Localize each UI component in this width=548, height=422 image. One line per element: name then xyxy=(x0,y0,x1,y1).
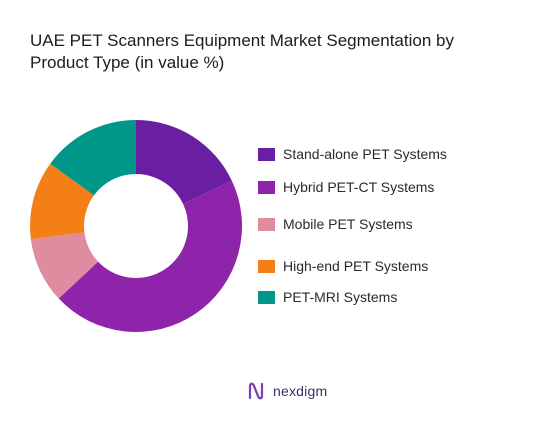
nexdigm-logo-icon xyxy=(248,382,264,400)
slice-pet-mri-systems xyxy=(50,120,136,196)
brand-name: nexdigm xyxy=(273,383,328,399)
legend-item: Hybrid PET-CT Systems xyxy=(258,177,528,197)
legend-swatch xyxy=(258,147,275,161)
legend-swatch xyxy=(258,180,275,194)
slice-stand-alone-pet-systems xyxy=(136,120,232,204)
legend-swatch xyxy=(258,217,275,231)
legend-label: Hybrid PET-CT Systems xyxy=(283,179,435,195)
legend-swatch xyxy=(258,259,275,273)
legend-item: High-end PET Systems xyxy=(258,256,528,276)
legend-label: PET-MRI Systems xyxy=(283,289,398,305)
legend-item: PET-MRI Systems xyxy=(258,287,528,307)
chart-title: UAE PET Scanners Equipment Market Segmen… xyxy=(30,31,454,72)
brand-footer: nexdigm xyxy=(248,380,327,402)
legend-label: High-end PET Systems xyxy=(283,258,429,274)
legend-item: Mobile PET Systems xyxy=(258,214,528,234)
legend-label: Stand-alone PET Systems xyxy=(283,146,447,162)
slice-high-end-pet-systems xyxy=(29,163,94,240)
legend-item: Stand-alone PET Systems xyxy=(258,144,528,164)
legend-swatch xyxy=(258,290,275,304)
slice-hybrid-pet-ct-systems xyxy=(58,180,242,332)
legend-label: Mobile PET Systems xyxy=(283,216,413,232)
slice-mobile-pet-systems xyxy=(30,232,99,299)
